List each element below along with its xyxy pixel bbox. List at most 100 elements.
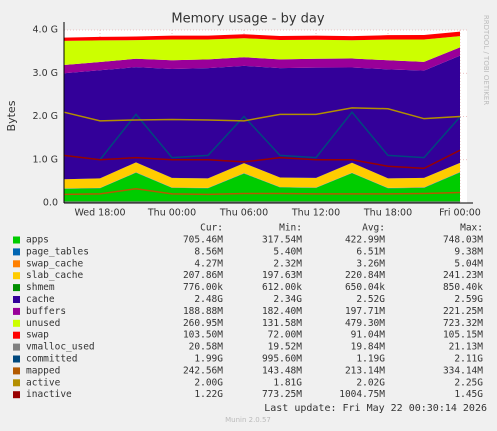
y-tick-label: 0.0 — [43, 198, 58, 209]
legend-stat: 143.48M — [262, 365, 302, 376]
legend-label: unused — [26, 318, 60, 329]
series-line — [63, 110, 461, 161]
stacked-area — [64, 162, 460, 189]
legend-swatch — [13, 272, 20, 280]
stacked-area — [64, 47, 460, 74]
legend-stat: 20.58M — [189, 342, 224, 353]
legend-swatch — [13, 355, 20, 363]
legend-stat: 21.13M — [449, 342, 484, 353]
legend-stat: 213.14M — [345, 365, 385, 376]
y-tick-label: 1.0 G — [33, 154, 59, 165]
legend-swatch — [13, 343, 20, 351]
legend-header: Max: — [460, 223, 483, 234]
legend-stat: 705.46M — [183, 235, 223, 246]
series-line — [63, 107, 461, 122]
x-tick-label: Thu 12:00 — [291, 208, 340, 219]
x-tick-label: Thu 00:00 — [147, 208, 196, 219]
legend-stat: 1.81G — [273, 377, 302, 388]
legend-stat: 131.58M — [262, 318, 302, 329]
legend-stat: 776.00k — [183, 282, 223, 293]
version: Munin 2.0.57 — [225, 416, 271, 424]
legend-swatch — [13, 367, 20, 375]
legend-stat: 3.26M — [356, 258, 385, 269]
legend-stat: 1004.75M — [339, 389, 385, 400]
y-tick-label: 4.0 G — [33, 25, 59, 36]
legend-stat: 221.25M — [443, 306, 483, 317]
legend-stat: 220.84M — [345, 270, 385, 281]
legend-stat: 1.22G — [194, 389, 223, 400]
legend-stat: 479.30M — [345, 318, 385, 329]
legend-stat: 6.51M — [356, 246, 385, 257]
legend-stat: 4.27M — [194, 258, 223, 269]
legend-label: buffers — [26, 306, 66, 317]
legend-swatch — [13, 307, 20, 315]
legend-swatch — [13, 236, 20, 244]
legend-header: Min: — [279, 223, 302, 234]
legend-stat: 91.04M — [351, 330, 386, 341]
legend-stat: 2.11G — [454, 354, 483, 365]
legend-stat: 1.99G — [194, 354, 223, 365]
legend-label: active — [26, 377, 61, 388]
legend-header: Avg: — [362, 223, 385, 234]
side-text: RRDTOOL / TOBI OETIKER — [482, 15, 490, 105]
legend-stat: 2.32M — [273, 258, 302, 269]
legend-stat: 182.40M — [262, 306, 302, 317]
legend-swatch — [13, 284, 20, 292]
legend-stat: 422.99M — [345, 235, 385, 246]
series-line — [63, 149, 461, 170]
legend-label: cache — [26, 294, 55, 305]
legend-stat: 1.19G — [356, 354, 385, 365]
legend-stat: 242.56M — [183, 365, 223, 376]
x-tick-label: Wed 18:00 — [74, 208, 125, 219]
footer: Last update: Fri May 22 00:30:14 2026 — [264, 403, 487, 414]
legend-label: vmalloc_used — [26, 342, 95, 353]
legend-label: swap — [26, 330, 49, 341]
legend-stat: 188.88M — [183, 306, 223, 317]
legend-stat: 9.38M — [454, 246, 483, 257]
legend-stat: 2.52G — [356, 294, 385, 305]
x-tick-label: Thu 18:00 — [363, 208, 412, 219]
y-tick-label: 2.0 G — [33, 111, 59, 122]
legend-swatch — [13, 391, 20, 399]
legend-stat: 995.60M — [262, 354, 302, 365]
legend-stat: 72.00M — [268, 330, 303, 341]
legend-label: slab_cache — [26, 270, 83, 281]
y-tick-label: 3.0 G — [33, 68, 59, 79]
legend-stat: 2.00G — [194, 377, 223, 388]
legend-stat: 2.02G — [356, 377, 385, 388]
stacked-area — [64, 172, 460, 189]
legend-stat: 2.48G — [194, 294, 223, 305]
legend-stat: 19.52M — [268, 342, 303, 353]
legend-stat: 103.50M — [183, 330, 223, 341]
legend-header: Cur: — [200, 223, 223, 234]
legend-stat: 748.03M — [443, 235, 483, 246]
legend-label: inactive — [26, 389, 72, 400]
legend-stat: 334.14M — [443, 365, 483, 376]
legend-label: shmem — [26, 282, 55, 293]
legend-stat: 5.04M — [454, 258, 483, 269]
legend-stat: 207.86M — [183, 270, 223, 281]
chart-title: Memory usage - by day — [171, 12, 324, 27]
legend-label: committed — [26, 354, 77, 365]
legend-stat: 8.56M — [194, 246, 223, 257]
legend-swatch — [13, 248, 20, 256]
stacked-area — [64, 171, 460, 189]
legend-swatch — [13, 260, 20, 268]
legend-stat: 2.34G — [273, 294, 302, 305]
legend-stat: 197.63M — [262, 270, 302, 281]
legend-stat: 2.59G — [454, 294, 483, 305]
legend-swatch — [13, 319, 20, 327]
legend-swatch — [13, 296, 20, 303]
legend-stat: 260.95M — [183, 318, 223, 329]
stacked-area — [64, 31, 460, 41]
legend-stat: 723.32M — [443, 318, 483, 329]
legend-stat: 197.71M — [345, 306, 385, 317]
legend-stat: 650.04k — [345, 282, 385, 293]
stacked-area — [64, 36, 460, 66]
legend-stat: 19.84M — [351, 342, 386, 353]
legend-label: swap_cache — [26, 258, 83, 269]
legend-stat: 612.00k — [262, 282, 302, 293]
legend-stat: 2.25G — [454, 377, 483, 388]
